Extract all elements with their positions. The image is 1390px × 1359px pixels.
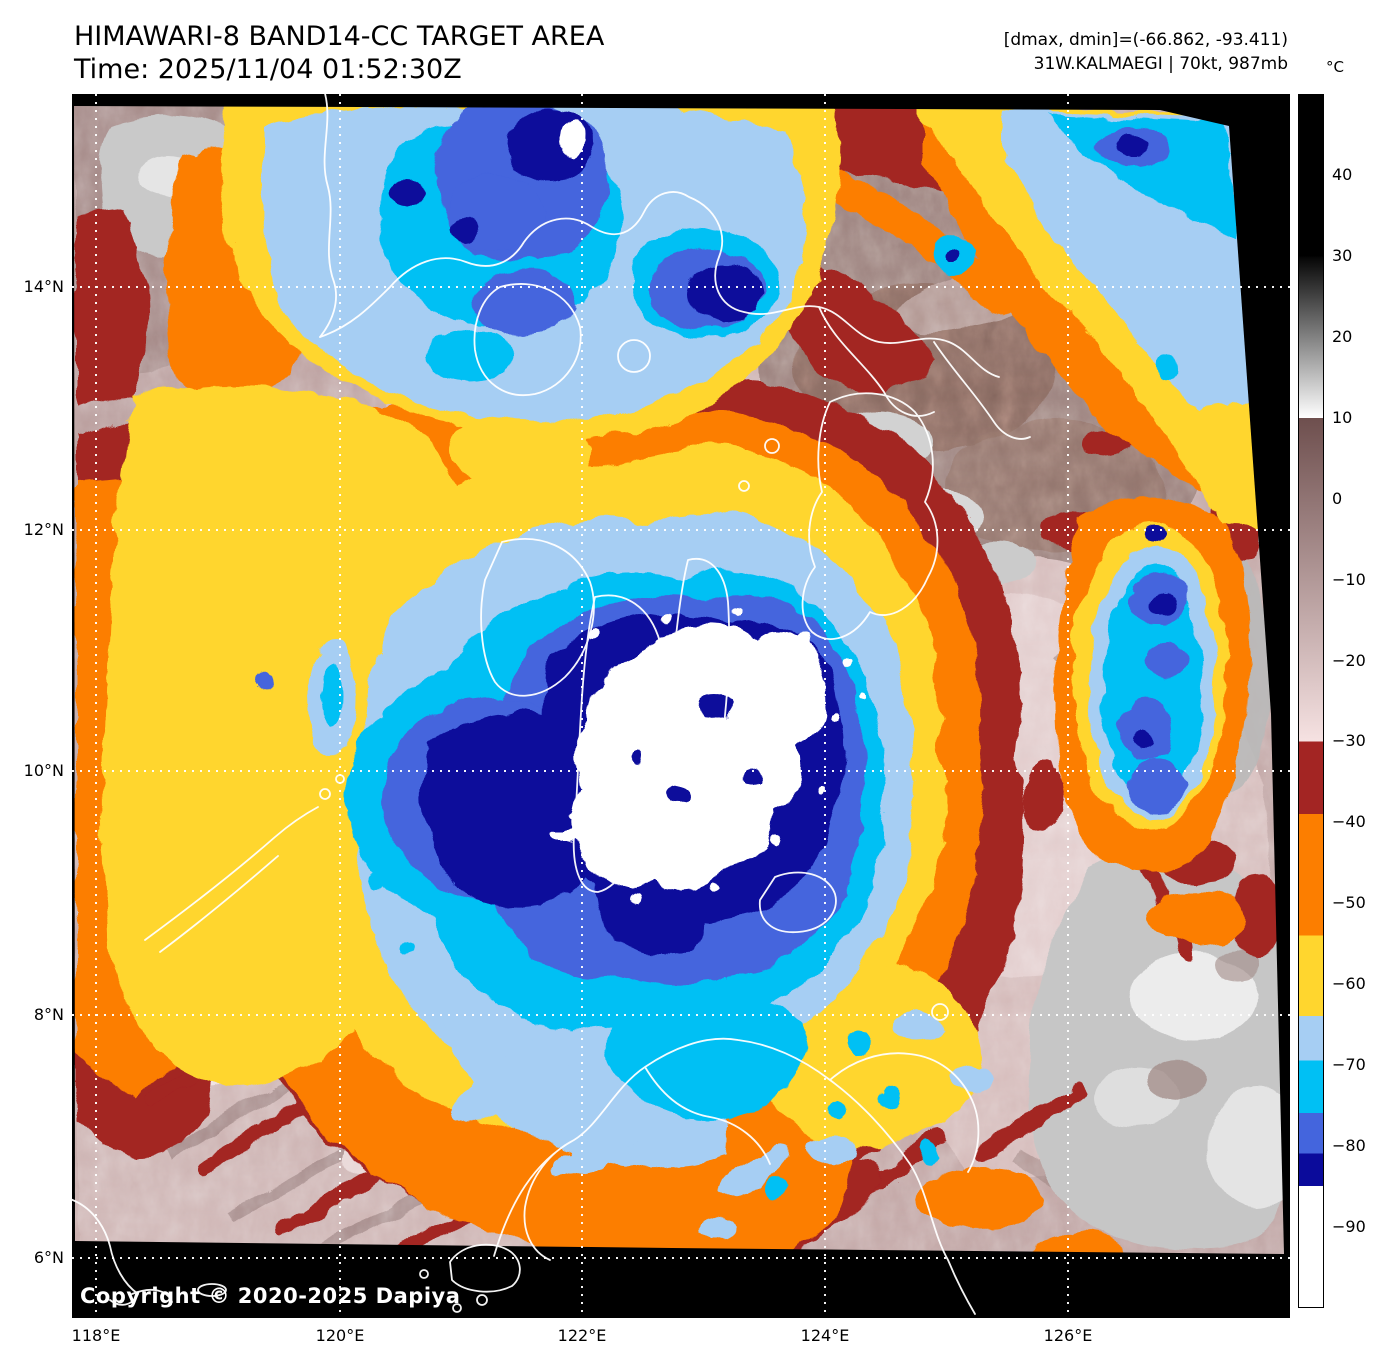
- colorbar-tick-label: 10: [1332, 409, 1390, 427]
- figure-timestamp: Time: 2025/11/04 01:52:30Z: [74, 54, 462, 85]
- y-axis-label: 12°N: [0, 520, 64, 540]
- storm-info: 31W.KALMAEGI | 70kt, 987mb: [1034, 54, 1288, 74]
- y-axis-label: 8°N: [0, 1005, 64, 1025]
- y-axis-label: 6°N: [0, 1248, 64, 1268]
- colorbar-tick-label: −90: [1332, 1218, 1390, 1236]
- colorbar-unit-label: °C: [1326, 58, 1344, 76]
- colorbar-tick-label: −80: [1332, 1137, 1390, 1155]
- colorbar-tick-label: 0: [1332, 490, 1390, 508]
- satellite-image: [72, 94, 1290, 1318]
- colorbar-tick-label: −20: [1332, 652, 1390, 670]
- colorbar-tick-label: −40: [1332, 813, 1390, 831]
- map-axes: [72, 94, 1290, 1318]
- x-axis-label: 124°E: [785, 1326, 865, 1346]
- colorbar-tick-label: −70: [1332, 1056, 1390, 1074]
- colorbar-tick-label: 40: [1332, 166, 1390, 184]
- x-axis-label: 126°E: [1028, 1326, 1108, 1346]
- figure-info-block: [dmax, dmin]=(-66.862, -93.411) 31W.KALMA…: [1004, 28, 1288, 76]
- copyright-text: Copyright © 2020-2025 Dapiya: [80, 1284, 460, 1308]
- figure-title: HIMAWARI-8 BAND14-CC TARGET AREA: [74, 21, 604, 52]
- figure-title-block: HIMAWARI-8 BAND14-CC TARGET AREATime: 20…: [74, 20, 604, 86]
- colorbar-tick-label: −10: [1332, 571, 1390, 589]
- satellite-data-region: [72, 94, 1290, 1318]
- colorbar-tick-label: −50: [1332, 894, 1390, 912]
- x-axis-label: 120°E: [300, 1326, 380, 1346]
- colorbar: [1298, 94, 1324, 1308]
- colorbar-tick-label: −60: [1332, 975, 1390, 993]
- colorbar-tick-label: 20: [1332, 328, 1390, 346]
- dmax-dmin-readout: [dmax, dmin]=(-66.862, -93.411): [1004, 30, 1288, 50]
- colorbar-gradient: [1299, 95, 1323, 1307]
- x-axis-label: 122°E: [542, 1326, 622, 1346]
- colorbar-tick-label: −30: [1332, 732, 1390, 750]
- y-axis-label: 10°N: [0, 761, 64, 781]
- himawari-satellite-figure: HIMAWARI-8 BAND14-CC TARGET AREATime: 20…: [0, 0, 1390, 1359]
- x-axis-label: 118°E: [56, 1326, 136, 1346]
- y-axis-label: 14°N: [0, 277, 64, 297]
- colorbar-tick-label: 30: [1332, 247, 1390, 265]
